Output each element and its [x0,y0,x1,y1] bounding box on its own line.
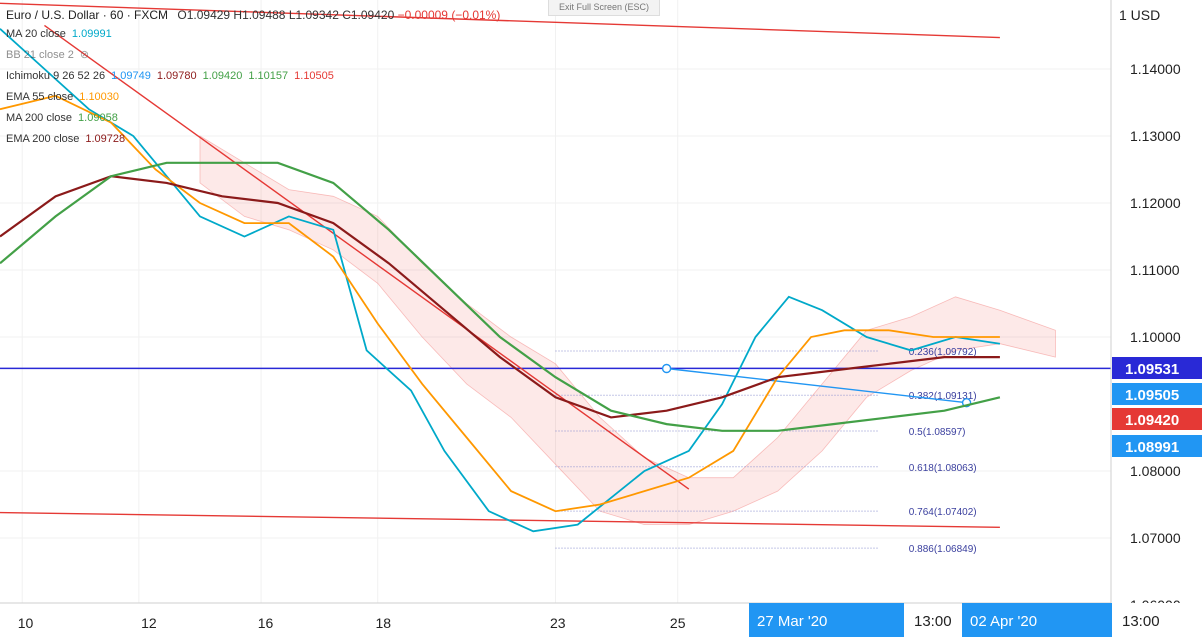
x-tick-label: 25 [670,615,686,631]
y-tick-label: 1.10000 [1130,329,1181,345]
indicator-value: 1.10157 [248,70,289,82]
support-line-line [666,367,967,404]
time-range-label: 13:00 [1122,613,1160,630]
ohlc-values: O1.09429 H1.09488 L1.09342 C1.09420 [177,8,395,22]
time-range-label: 13:00 [914,613,952,630]
fib-level-label: 0.236(1.09792) [909,347,977,358]
price-label-value: 1.09505 [1125,387,1179,404]
indicator-value: 1.10030 [79,91,120,103]
x-tick-label: 12 [141,615,157,631]
indicator-value: 1.09420 [202,70,243,82]
time-range-highlight [749,603,904,637]
indicator-list: MA 20 close 1.09991 BB 21 close 2 ⊘ Ichimoku… [6,24,500,150]
y-tick-label: 1.11000 [1130,262,1180,278]
indicator-row[interactable]: MA 200 close 1.09058 [6,108,500,129]
x-tick-label: 18 [376,615,392,631]
price-label-box [1112,435,1202,457]
upper-channel-line [0,2,1000,39]
price-label-value: 1.08991 [1125,439,1179,456]
price-label-box [1112,408,1202,430]
indicator-value: 1.10505 [294,70,334,82]
exit-fullscreen-button[interactable]: Exit Full Screen (ESC) [548,0,660,16]
fib-level-label: 0.382(1.09131) [909,391,977,402]
indicator-name: MA 20 close [6,28,66,40]
indicator-value: 1.09749 [111,70,151,82]
fib-level-label: 0.5(1.08597) [909,427,966,438]
series-line [0,94,1000,513]
series-line [0,175,1000,419]
y-tick-label: 1.14000 [1130,61,1181,77]
indicator-name: MA 200 close [6,112,73,124]
eye-hidden-icon[interactable]: ⊘ [79,49,90,61]
x-tick-label: 16 [258,615,274,631]
price-label-value: 1.09531 [1125,361,1179,378]
symbol-title[interactable]: Euro / U.S. Dollar · 60 · FXCM [6,8,169,22]
price-axis-panel [1111,0,1202,637]
time-range-highlight [962,603,1112,637]
indicator-row[interactable]: EMA 55 close 1.10030 [6,87,500,108]
y-tick-label: 1.07000 [1130,530,1181,546]
indicator-value: 1.09728 [85,133,126,145]
fib-level-label: 0.618(1.08063) [909,463,977,474]
indicator-value: 1.09780 [156,70,197,82]
x-tick-label: 10 [18,615,34,631]
y-tick-label: 1.12000 [1130,195,1181,211]
chart-legend: Euro / U.S. Dollar · 60 · FXCM O1.09429 … [6,8,500,150]
symbol-row: Euro / U.S. Dollar · 60 · FXCM O1.09429 … [6,8,500,22]
fib-level-label: 0.764(1.07402) [909,507,977,518]
indicator-value: 1.09991 [71,28,112,40]
currency-label[interactable]: 1 USD [1119,7,1161,23]
indicator-row[interactable]: Ichimoku 9 26 52 26 1.09749 1.09780 1.09420… [6,66,500,87]
lower-channel-line [0,511,1000,528]
y-tick-label: 1.08000 [1130,463,1181,479]
indicator-name: EMA 200 close [6,133,80,145]
indicator-value: 1.09058 [78,112,118,124]
trendline-handle [661,363,672,374]
price-label-box [1112,383,1202,405]
x-tick-label: 23 [550,615,566,631]
indicator-row[interactable]: EMA 200 close 1.09728 [6,129,500,150]
fib-level-label: 0.886(1.06849) [909,544,977,555]
indicator-name: Ichimoku 9 26 52 26 [6,70,106,82]
indicator-name: EMA 55 close [6,91,74,103]
time-range-label: 27 Mar '20 [757,613,827,630]
series-line [0,161,1001,432]
time-range-label: 02 Apr '20 [970,613,1037,630]
y-tick-label: 1.13000 [1130,128,1181,144]
indicator-row[interactable]: MA 20 close 1.09991 [6,24,500,45]
price-change: −0.00009 (−0.01%) [397,8,501,22]
down-trendline-line [44,24,690,490]
indicator-row[interactable]: BB 21 close 2 ⊘ [6,45,500,66]
price-label-value: 1.09420 [1125,412,1179,429]
indicator-name: BB 21 close 2 [6,49,74,61]
price-label-box [1112,357,1202,379]
